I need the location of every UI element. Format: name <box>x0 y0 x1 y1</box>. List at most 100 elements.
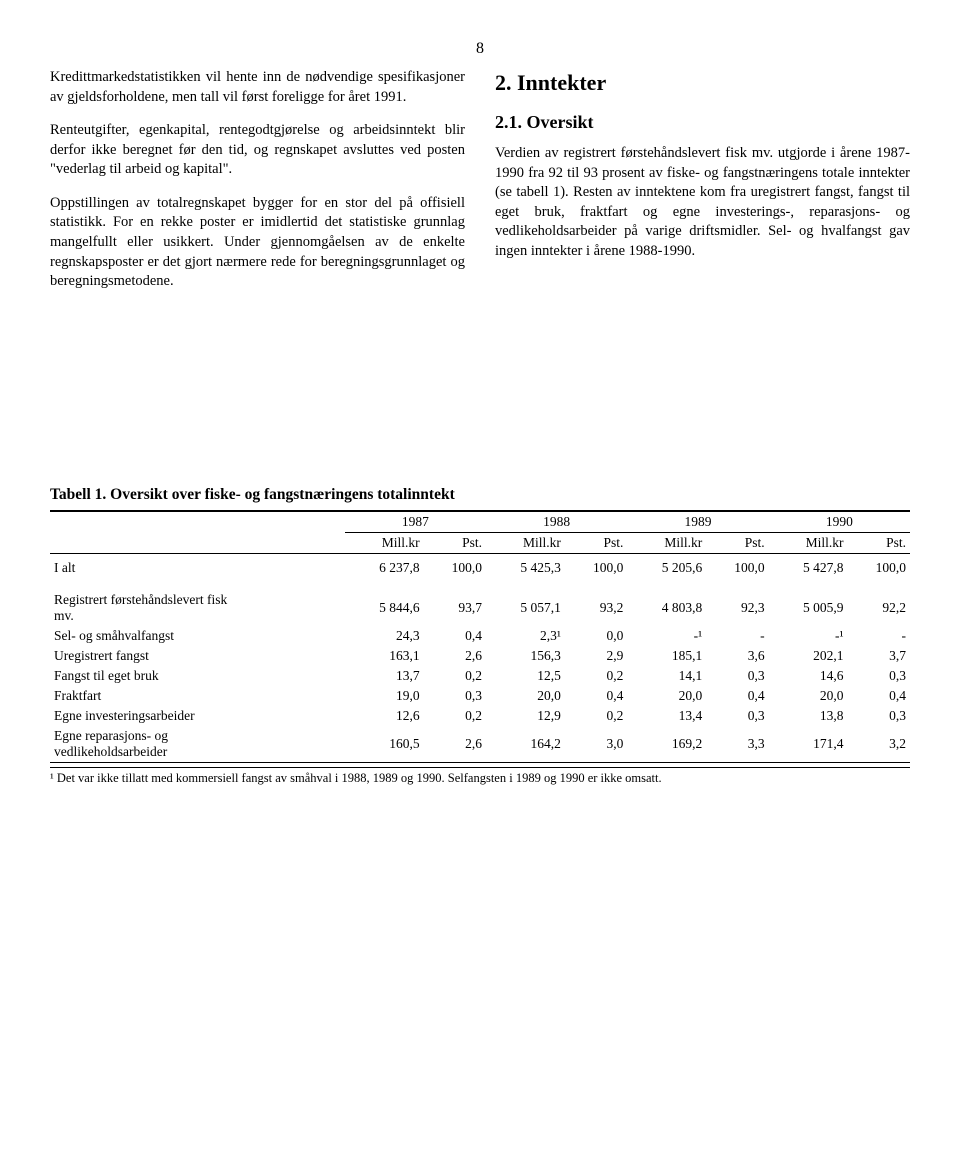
row-label: Fraktfart <box>50 686 345 706</box>
row-label: Uregistrert fangst <box>50 646 345 666</box>
cell: 5 005,9 <box>769 590 848 626</box>
left-column: Kredittmarkedstatistikken vil hente inn … <box>50 68 465 306</box>
cell: 202,1 <box>769 646 848 666</box>
section-heading: 2. Inntekter <box>495 68 910 98</box>
cell: 0,3 <box>706 706 768 726</box>
sub-3: Pst. <box>565 532 627 553</box>
cell: 92,3 <box>706 590 768 626</box>
year-1987: 1987 <box>345 511 486 533</box>
cell: 0,3 <box>706 666 768 686</box>
cell: 4 803,8 <box>627 590 706 626</box>
cell: 5 844,6 <box>345 590 424 626</box>
cell: 100,0 <box>565 553 627 578</box>
cell: 5 057,1 <box>486 590 565 626</box>
cell: - <box>706 626 768 646</box>
cell: 0,2 <box>424 706 486 726</box>
cell: 93,2 <box>565 590 627 626</box>
left-p1: Kredittmarkedstatistikken vil hente inn … <box>50 68 465 107</box>
table-row: I alt6 237,8100,05 425,3100,05 205,6100,… <box>50 553 910 578</box>
cell: 171,4 <box>769 726 848 763</box>
year-1988: 1988 <box>486 511 627 533</box>
cell: 0,2 <box>424 666 486 686</box>
left-p2: Renteutgifter, egenkapital, rentegodtgjø… <box>50 121 465 180</box>
row-label: I alt <box>50 553 345 578</box>
cell: 0,4 <box>848 686 910 706</box>
table-row: Fangst til eget bruk13,70,212,50,214,10,… <box>50 666 910 686</box>
cell: 3,2 <box>848 726 910 763</box>
cell: 156,3 <box>486 646 565 666</box>
cell: 24,3 <box>345 626 424 646</box>
cell: - <box>848 626 910 646</box>
right-p1: Verdien av registrert førstehåndslevert … <box>495 144 910 261</box>
cell: 5 425,3 <box>486 553 565 578</box>
page-number: 8 <box>50 40 910 58</box>
table-row: Registrert førstehåndslevert fiskmv.5 84… <box>50 590 910 626</box>
cell: 14,6 <box>769 666 848 686</box>
cell: 13,7 <box>345 666 424 686</box>
cell: 160,5 <box>345 726 424 763</box>
table-row: Uregistrert fangst163,12,6156,32,9185,13… <box>50 646 910 666</box>
income-table: 1987 1988 1989 1990 Mill.kr Pst. Mill.kr… <box>50 510 910 763</box>
year-1990: 1990 <box>769 511 910 533</box>
cell: 0,3 <box>424 686 486 706</box>
right-column: 2. Inntekter 2.1. Oversikt Verdien av re… <box>495 68 910 306</box>
cell: 100,0 <box>848 553 910 578</box>
cell: -¹ <box>769 626 848 646</box>
cell: 20,0 <box>486 686 565 706</box>
sub-4: Mill.kr <box>627 532 706 553</box>
cell: 2,6 <box>424 646 486 666</box>
cell: 2,3¹ <box>486 626 565 646</box>
table-row: Fraktfart19,00,320,00,420,00,420,00,4 <box>50 686 910 706</box>
cell: 100,0 <box>706 553 768 578</box>
text-columns: Kredittmarkedstatistikken vil hente inn … <box>50 68 910 306</box>
cell: 20,0 <box>769 686 848 706</box>
blank-subheader <box>50 532 345 553</box>
cell: 3,0 <box>565 726 627 763</box>
cell: 169,2 <box>627 726 706 763</box>
cell: 3,6 <box>706 646 768 666</box>
cell: 0,0 <box>565 626 627 646</box>
cell: 0,4 <box>565 686 627 706</box>
cell: 20,0 <box>627 686 706 706</box>
cell: 13,4 <box>627 706 706 726</box>
blank-header <box>50 511 345 533</box>
cell: 0,3 <box>848 706 910 726</box>
cell: 164,2 <box>486 726 565 763</box>
cell: 0,4 <box>424 626 486 646</box>
cell: 185,1 <box>627 646 706 666</box>
table-title: Tabell 1. Oversikt over fiske- og fangst… <box>50 486 910 504</box>
table-row: Egne investeringsarbeider12,60,212,90,21… <box>50 706 910 726</box>
cell: 6 237,8 <box>345 553 424 578</box>
sub-1: Pst. <box>424 532 486 553</box>
row-label: Fangst til eget bruk <box>50 666 345 686</box>
row-label: Registrert førstehåndslevert fiskmv. <box>50 590 345 626</box>
sub-2: Mill.kr <box>486 532 565 553</box>
sub-header-row: Mill.kr Pst. Mill.kr Pst. Mill.kr Pst. M… <box>50 532 910 553</box>
cell: 12,6 <box>345 706 424 726</box>
cell: 5 205,6 <box>627 553 706 578</box>
cell: 92,2 <box>848 590 910 626</box>
cell: 0,4 <box>706 686 768 706</box>
subsection-heading: 2.1. Oversikt <box>495 110 910 134</box>
cell: 12,9 <box>486 706 565 726</box>
cell: 0,2 <box>565 706 627 726</box>
cell: 3,7 <box>848 646 910 666</box>
cell: 100,0 <box>424 553 486 578</box>
cell: 2,6 <box>424 726 486 763</box>
year-1989: 1989 <box>627 511 768 533</box>
sub-5: Pst. <box>706 532 768 553</box>
cell: 0,3 <box>848 666 910 686</box>
sub-0: Mill.kr <box>345 532 424 553</box>
cell: 93,7 <box>424 590 486 626</box>
cell: -¹ <box>627 626 706 646</box>
table-block: Tabell 1. Oversikt over fiske- og fangst… <box>50 486 910 786</box>
year-header-row: 1987 1988 1989 1990 <box>50 511 910 533</box>
row-label: Egne reparasjons- ogvedlikeholdsarbeider <box>50 726 345 763</box>
sub-7: Pst. <box>848 532 910 553</box>
spacer-row <box>50 578 910 590</box>
cell: 5 427,8 <box>769 553 848 578</box>
row-label: Egne investeringsarbeider <box>50 706 345 726</box>
cell: 3,3 <box>706 726 768 763</box>
left-p3: Oppstillingen av totalregnskapet bygger … <box>50 194 465 292</box>
cell: 0,2 <box>565 666 627 686</box>
